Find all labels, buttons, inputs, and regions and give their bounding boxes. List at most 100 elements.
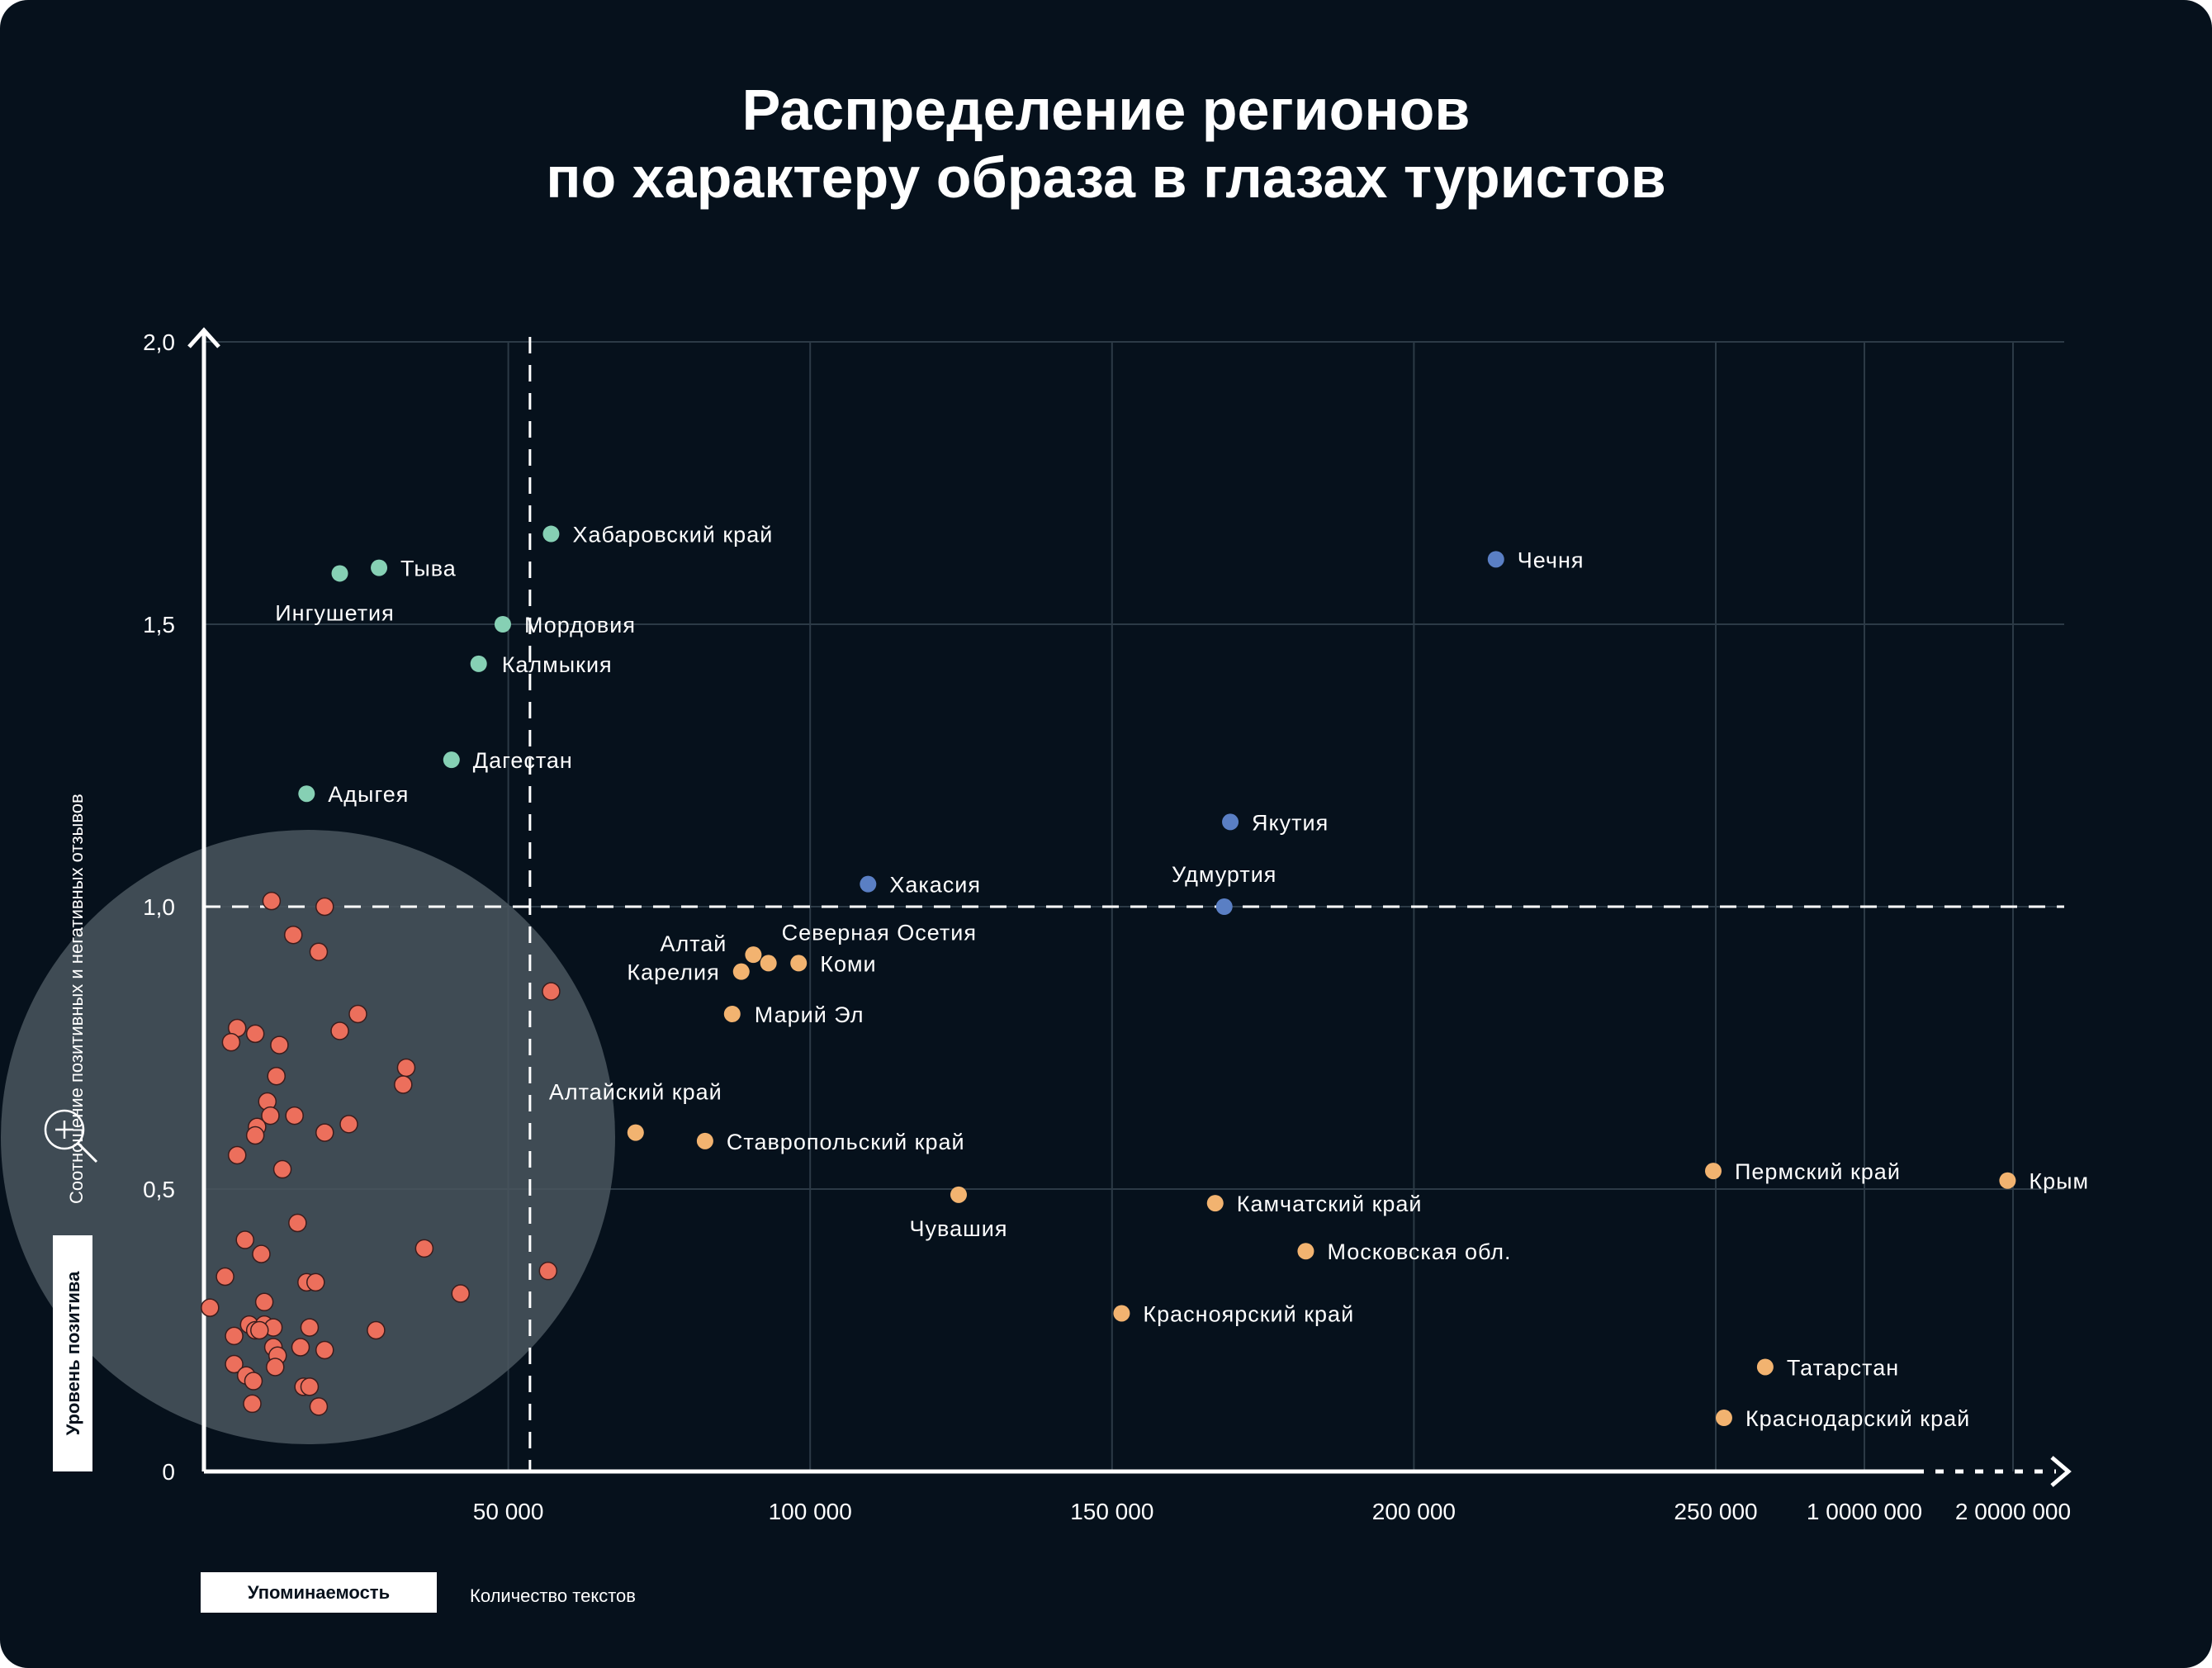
orange-point-9 — [1297, 1243, 1314, 1260]
x-axis-arrow — [2050, 1456, 2072, 1487]
y-axis-caption: Соотношение позитивных и негативных отзы… — [66, 794, 87, 1204]
x-tick-label-5: 1 0000 000 — [1807, 1499, 1922, 1524]
green-point-0 — [542, 525, 560, 543]
red-point-7 — [245, 1024, 265, 1044]
point-label-blue-3: Удмуртия — [1172, 862, 1277, 887]
red-point-53 — [309, 1397, 329, 1416]
x-tick-label-0: 50 000 — [473, 1499, 544, 1524]
point-label-green-5: Дагестан — [473, 748, 573, 773]
y-tick-label-4: 2,0 — [143, 329, 175, 355]
red-point-12 — [267, 1066, 286, 1086]
orange-point-5 — [627, 1124, 644, 1141]
x-axis-box — [201, 1572, 437, 1613]
red-point-44 — [315, 1340, 334, 1360]
point-label-orange-3: Коми — [820, 951, 876, 976]
orange-point-0 — [745, 946, 762, 964]
x-tick-label-1: 100 000 — [769, 1499, 852, 1524]
point-label-orange-8: Камчатский край — [1237, 1192, 1423, 1216]
x-axis-caption: Количество текстов — [470, 1585, 636, 1606]
point-label-orange-11: Пермский край — [1735, 1159, 1901, 1184]
point-label-orange-14: Краснодарский край — [1745, 1406, 1970, 1431]
chart-title: Распределение регионов по характеру обра… — [0, 76, 2212, 211]
point-label-blue-1: Якутия — [1252, 810, 1329, 835]
red-point-51 — [300, 1377, 320, 1396]
point-label-orange-13: Татарстан — [1787, 1355, 1899, 1380]
orange-point-7 — [950, 1186, 967, 1203]
zoom-in-icon — [44, 1109, 98, 1163]
x-tick-label-3: 200 000 — [1372, 1499, 1456, 1524]
red-point-31 — [451, 1284, 471, 1303]
point-label-orange-4: Марий Эл — [755, 1002, 864, 1027]
red-point-0 — [262, 891, 282, 911]
red-point-27 — [538, 1261, 558, 1281]
zoom-icon-handle — [77, 1142, 98, 1163]
point-label-blue-0: Чечня — [1518, 547, 1584, 572]
red-point-52 — [243, 1394, 262, 1414]
red-point-16 — [285, 1106, 304, 1125]
chart-title-line-1: Распределение регионов — [741, 78, 1471, 142]
point-label-green-0: Хабаровский край — [572, 523, 773, 547]
red-point-22 — [272, 1159, 292, 1179]
y-axis-box — [53, 1235, 92, 1471]
red-point-2 — [283, 925, 303, 945]
y-tick-label-3: 1,5 — [143, 612, 175, 637]
green-point-2 — [331, 565, 348, 582]
red-point-13 — [394, 1075, 413, 1094]
red-point-11 — [396, 1058, 416, 1078]
red-point-41 — [225, 1326, 244, 1346]
y-axis-box-label: Уровень позитива — [63, 1271, 83, 1436]
red-point-10 — [270, 1035, 289, 1054]
red-point-26 — [252, 1244, 271, 1263]
y-tick-label-2: 1,0 — [143, 894, 175, 920]
reference-lines — [204, 337, 2064, 1471]
orange-point-13 — [1756, 1358, 1774, 1376]
orange-point-3 — [790, 955, 808, 972]
red-point-33 — [201, 1298, 220, 1317]
green-point-4 — [470, 655, 487, 672]
red-point-47 — [266, 1358, 285, 1377]
point-label-green-4: Калмыкия — [502, 652, 613, 677]
point-label-orange-10: Красноярский край — [1143, 1301, 1354, 1326]
point-label-green-3: Мордовия — [524, 613, 636, 637]
x-axis-box-label: Упоминаемость — [248, 1582, 390, 1603]
y-tick-label-1: 0,5 — [143, 1177, 175, 1202]
chart-title-line-2: по характеру образа в глазах туристов — [546, 145, 1666, 210]
red-point-39 — [300, 1318, 320, 1337]
axis-captions: Соотношение позитивных и негативных отзы… — [53, 794, 636, 1613]
red-point-32 — [254, 1292, 274, 1312]
orange-point-14 — [1715, 1410, 1732, 1427]
red-point-21 — [227, 1145, 247, 1165]
red-point-40 — [367, 1320, 386, 1340]
blue-point-2 — [860, 875, 877, 893]
green-point-6 — [298, 785, 315, 803]
red-point-5 — [348, 1004, 367, 1024]
green-point-1 — [371, 559, 388, 576]
y-axis-arrow — [187, 327, 220, 348]
orange-point-11 — [1705, 1163, 1722, 1180]
tick-labels: 0 0,5 1,0 1,5 2,0 50 000 100 000 150 000 200 000… — [143, 329, 2071, 1524]
red-point-9 — [221, 1032, 241, 1052]
red-point-28 — [216, 1267, 234, 1287]
blue-point-3 — [1215, 898, 1233, 915]
orange-point-6 — [696, 1132, 713, 1149]
x-tick-label-4: 250 000 — [1674, 1499, 1757, 1524]
orange-point-12 — [1999, 1172, 2016, 1189]
red-point-23 — [288, 1213, 307, 1233]
orange-point-10 — [1113, 1305, 1130, 1322]
data-points — [201, 525, 2016, 1427]
point-label-orange-1: Северная Осетия — [782, 920, 977, 945]
red-point-1 — [315, 897, 334, 917]
red-point-19 — [245, 1125, 265, 1145]
zoom-icon-ring — [44, 1109, 85, 1150]
x-tick-label-2: 150 000 — [1070, 1499, 1153, 1524]
blue-point-1 — [1222, 813, 1239, 831]
red-point-46 — [225, 1354, 244, 1374]
red-point-38 — [250, 1320, 269, 1340]
red-point-24 — [235, 1230, 254, 1249]
red-point-8 — [330, 1021, 349, 1040]
axes — [187, 327, 2072, 1487]
point-label-green-6: Адыгея — [328, 782, 409, 807]
red-point-15 — [261, 1106, 280, 1125]
point-label-orange-7: Чувашия — [910, 1216, 1008, 1241]
